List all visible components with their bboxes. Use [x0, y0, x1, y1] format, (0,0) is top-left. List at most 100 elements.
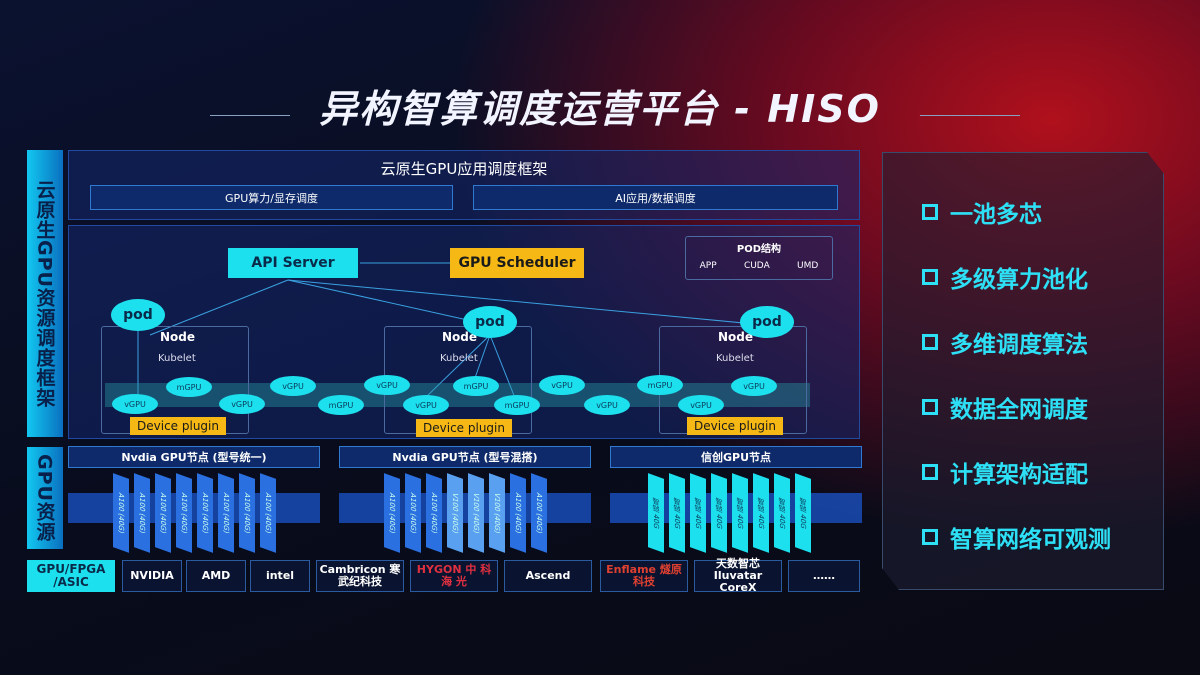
gpu-node-group: 信创GPU节点 智铠 40G 智铠 40G 智铠 40G 智铠 40G 智铠 40G 智铠…: [610, 446, 862, 553]
gpu-node-title: Nvdia GPU节点 (型号混搭): [339, 446, 591, 468]
feature-item: 计算架构适配: [922, 455, 1088, 489]
pod-bubble: pod: [740, 306, 794, 338]
pod-structure-title: POD结构: [736, 244, 782, 255]
feature-item: 多级算力池化: [922, 260, 1088, 294]
vendor-logo: intel: [250, 560, 310, 592]
gpu-bubble: mGPU: [494, 395, 540, 415]
checkbox-square-icon: [922, 529, 938, 545]
gpu-bubble: vGPU: [403, 395, 449, 415]
gpu-chip: A100 (40G): [113, 473, 129, 553]
pod-item: UMD: [797, 261, 819, 271]
gpu-chip: A100 (40G): [155, 473, 171, 553]
gpu-chip: A100 (40G): [260, 473, 276, 553]
gpu-bubble: mGPU: [318, 395, 364, 415]
gpu-chip: V100 (40G): [489, 473, 505, 553]
gpu-node-group: Nvdia GPU节点 (型号统一) A100 (40G) A100 (40G) A…: [68, 446, 320, 553]
gpu-bubble: mGPU: [166, 377, 212, 397]
gpu-node-title: Nvdia GPU节点 (型号统一): [68, 446, 320, 468]
vendor-logo: AMD: [186, 560, 246, 592]
title-divider-right: [920, 115, 1020, 116]
pod-item: CUDA: [743, 261, 770, 271]
gpu-chip: A100 (40G): [134, 473, 150, 553]
vendor-logo: Enflame 燧原科技: [600, 560, 688, 592]
pod-structure-box: POD结构 APP CUDA UMD: [685, 236, 833, 280]
gpu-chip: A100 (40G): [176, 473, 192, 553]
gpu-bubble: vGPU: [678, 395, 724, 415]
link-line: [287, 279, 766, 326]
checkbox-square-icon: [922, 399, 938, 415]
pod-bubble: pod: [111, 299, 165, 331]
feature-label: 多级算力池化: [950, 267, 1088, 293]
gpu-bubble: vGPU: [270, 376, 316, 396]
features-panel: [882, 152, 1164, 590]
gpu-bubble: vGPU: [584, 395, 630, 415]
node-label: Node: [160, 330, 196, 344]
feature-item: 一池多芯: [922, 195, 1042, 229]
vendor-label: GPU/FPGA /ASIC: [27, 560, 115, 592]
title-divider-left: [210, 115, 290, 116]
feature-label: 智算网络可观测: [950, 527, 1111, 553]
gpu-chip: A100 (40G): [384, 473, 400, 553]
gpu-chip: V100 (40G): [468, 473, 484, 553]
gpu-compute-box: GPU算力/显存调度: [90, 185, 453, 210]
feature-label: 计算架构适配: [950, 462, 1088, 488]
gpu-scheduler-box: GPU Scheduler: [450, 248, 584, 278]
kubelet-label: Kubelet: [158, 353, 196, 364]
gpu-chip: 智铠 40G: [774, 473, 790, 553]
page-title: 异构智算调度运营平台 - HISO: [319, 87, 881, 131]
gpu-node-groups: Nvdia GPU节点 (型号统一) A100 (40G) A100 (40G) A…: [68, 446, 862, 553]
vendor-logo: Cambricon 寒武纪科技: [316, 560, 404, 592]
scheduling-label: 云原生GPU资源调度框架: [27, 150, 63, 437]
feature-label: 多维调度算法: [950, 332, 1088, 358]
gpu-chip: 智铠 40G: [690, 473, 706, 553]
gpu-chip: 智铠 40G: [669, 473, 685, 553]
gpu-chip: A100 (40G): [239, 473, 255, 553]
feature-label: 数据全网调度: [950, 397, 1088, 423]
link-line: [287, 279, 491, 326]
link-line: [489, 334, 516, 399]
gpu-bubble: vGPU: [364, 375, 410, 395]
link-line: [424, 334, 491, 399]
gpu-tray: [339, 493, 591, 523]
checkbox-square-icon: [922, 464, 938, 480]
pod-bubble: pod: [463, 306, 517, 338]
node-label: Node: [442, 330, 478, 344]
checkbox-square-icon: [922, 334, 938, 350]
checkbox-square-icon: [922, 269, 938, 285]
gpu-chip: A100 (40G): [531, 473, 547, 553]
device-plugin-box: Device plugin: [130, 417, 226, 435]
vendor-logo: Ascend: [504, 560, 592, 592]
gpu-tray: [68, 493, 320, 523]
gpu-node-title: 信创GPU节点: [610, 446, 862, 468]
gpu-chip: 智铠 40G: [732, 473, 748, 553]
kubelet-label: Kubelet: [716, 353, 754, 364]
gpu-chip: A100 (40G): [426, 473, 442, 553]
gpu-chip: 智铠 40G: [795, 473, 811, 553]
node-label: Node: [718, 330, 754, 344]
gpu-bubble: mGPU: [453, 376, 499, 396]
vendor-logo: ……: [788, 560, 860, 592]
gpu-bubble: vGPU: [112, 394, 158, 414]
feature-item: 数据全网调度: [922, 390, 1088, 424]
vendor-logo: NVIDIA: [122, 560, 182, 592]
gpu-bubble: vGPU: [731, 376, 777, 396]
gpu-bubble: vGPU: [539, 375, 585, 395]
link-line: [149, 279, 289, 336]
checkbox-square-icon: [922, 204, 938, 220]
gpu-chip: A100 (40G): [510, 473, 526, 553]
link-line: [474, 334, 491, 379]
gpu-chip: 智铠 40G: [753, 473, 769, 553]
vendor-logo: 天数智芯 Iluvatar CoreX: [694, 557, 782, 594]
feature-item: 多维调度算法: [922, 325, 1088, 359]
api-server-box: API Server: [228, 248, 358, 278]
framework-title: 云原生GPU应用调度框架: [380, 160, 548, 178]
gpu-chip: A100 (40G): [405, 473, 421, 553]
gpu-chip: A100 (40G): [197, 473, 213, 553]
device-plugin-box: Device plugin: [416, 419, 512, 437]
gpu-bubble: vGPU: [219, 394, 265, 414]
vendor-logo: HYGON 中 科 海 光: [410, 560, 498, 592]
device-plugin-box: Device plugin: [687, 417, 783, 435]
feature-item: 智算网络可观测: [922, 520, 1111, 554]
gpu-chip: 智铠 40G: [711, 473, 727, 553]
